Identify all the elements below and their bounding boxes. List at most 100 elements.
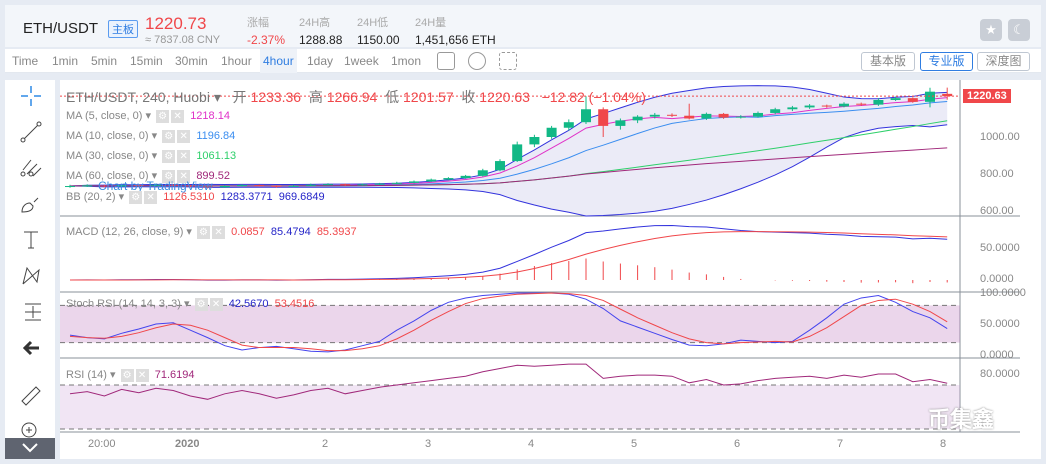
- time-tick: 6: [734, 438, 741, 450]
- watermark: 币集鑫: [928, 407, 995, 432]
- rsi-tick: 80.0000: [980, 368, 1020, 380]
- stat-high: 24H高 1288.88: [299, 17, 343, 47]
- candle-body: [701, 113, 712, 119]
- candle-body: [254, 185, 265, 187]
- candle-body: [529, 137, 540, 145]
- fullscreen-icon[interactable]: [499, 52, 517, 70]
- crosshair-icon[interactable]: [19, 84, 43, 108]
- time-tick: 4: [528, 438, 535, 450]
- chart-canvas[interactable]: [60, 80, 1041, 459]
- macd-signal-line: [69, 231, 948, 281]
- candle-body: [753, 112, 763, 117]
- candle-body: [374, 183, 385, 185]
- candle-body: [495, 161, 505, 171]
- candle-body: [65, 186, 75, 188]
- back-arrow-icon[interactable]: [19, 336, 43, 360]
- legend-ma10: MA (10, close, 0) ▾ ⚙ ✕ 1196.84: [66, 129, 236, 143]
- stoch-tick: 100.0000: [980, 287, 1026, 299]
- interval-1min[interactable]: 1min: [52, 54, 79, 68]
- market-header: ETH/USDT 主板 1220.73 ≈ 7837.08 CNY 涨幅 -2.3…: [5, 5, 1041, 47]
- stoch-d-line: [69, 292, 948, 352]
- candle-body: [667, 114, 677, 116]
- candle-body: [409, 181, 419, 183]
- fib-icon[interactable]: [19, 300, 43, 324]
- candle-body: [443, 178, 454, 180]
- chart-area[interactable]: ETH/USDT, 240, Huobi ▾ 开 1233.36 高 1266.…: [60, 80, 1041, 459]
- star-icon[interactable]: ★: [980, 19, 1002, 41]
- candle-body: [99, 185, 110, 187]
- price-tick: 600.00: [980, 205, 1014, 217]
- depth-chart-button[interactable]: 深度图: [977, 52, 1030, 71]
- time-tick: 20:00: [88, 438, 116, 450]
- stat-volume: 24H量 1,451,656 ETH: [415, 17, 496, 47]
- interval-1mon[interactable]: 1mon: [391, 54, 422, 68]
- interval-4hour[interactable]: 4hour: [260, 49, 297, 73]
- basic-view-button[interactable]: 基本版: [861, 52, 915, 71]
- collapse-chevron-icon[interactable]: [5, 438, 55, 459]
- candle-body: [598, 109, 609, 126]
- tradingview-attribution[interactable]: Chart by TradingView: [98, 179, 213, 193]
- trend-line-icon[interactable]: [19, 120, 43, 144]
- candle-body: [856, 103, 867, 105]
- drawing-toolbar: [5, 80, 55, 459]
- candle-body: [477, 170, 488, 176]
- interval-1day[interactable]: 1day: [307, 54, 334, 68]
- pitchfork-icon[interactable]: [19, 156, 43, 180]
- price-tick: 1000.00: [980, 131, 1020, 143]
- interval-1hour[interactable]: 1hour: [221, 54, 252, 68]
- candle-body: [563, 122, 574, 128]
- candle-body: [271, 185, 282, 187]
- time-tick: 2: [322, 438, 329, 450]
- candle-body: [684, 115, 695, 119]
- candle-body: [202, 186, 213, 188]
- moon-icon[interactable]: ☾: [1008, 19, 1030, 41]
- candle-body: [581, 109, 591, 123]
- ruler-icon[interactable]: [19, 384, 43, 408]
- candle-body: [82, 185, 93, 187]
- brush-icon[interactable]: [19, 192, 43, 216]
- candle-body: [735, 116, 746, 118]
- candle-body: [185, 185, 196, 187]
- candle-body: [305, 184, 316, 186]
- bollinger-band-fill: [70, 85, 948, 217]
- candle-body: [357, 184, 368, 186]
- candle-body: [718, 113, 729, 118]
- candle-body: [890, 98, 901, 100]
- candle-body: [168, 184, 179, 186]
- rsi-line: [69, 363, 948, 400]
- last-price-tag: 1220.63: [963, 89, 1011, 103]
- stoch-band: [60, 305, 960, 343]
- interval-30min[interactable]: 30min: [175, 54, 208, 68]
- zoom-in-icon[interactable]: [19, 420, 43, 444]
- interval-time[interactable]: Time: [12, 54, 39, 68]
- stoch-tick: 0.0000: [980, 349, 1014, 361]
- interval-15min[interactable]: 15min: [130, 54, 163, 68]
- candle-body: [116, 185, 127, 187]
- bb-lower-line: [69, 124, 948, 217]
- macd-tick: 50.0000: [980, 242, 1020, 254]
- legend-ma60: MA (60, close, 0) ▾ ⚙ ✕ 899.52: [66, 169, 230, 183]
- candle-body: [632, 116, 643, 121]
- stoch-k-line: [69, 292, 948, 353]
- pro-view-button[interactable]: 专业版: [920, 52, 973, 71]
- pattern-icon[interactable]: [19, 264, 43, 288]
- legend-ma5: MA (5, close, 0) ▾ ⚙ ✕ 1218.14: [66, 109, 230, 123]
- candle-body: [426, 179, 437, 182]
- board-badge: 主板: [108, 20, 138, 38]
- macd-tick: 0.0000: [980, 273, 1014, 285]
- stat-low: 24H低 1150.00: [357, 17, 400, 47]
- stat-change: 涨幅 -2.37%: [247, 17, 286, 47]
- price-tick: 800.00: [980, 168, 1014, 180]
- candle-body: [512, 144, 523, 162]
- interval-1week[interactable]: 1week: [344, 54, 379, 68]
- indicator-icon[interactable]: [437, 52, 455, 70]
- time-tick: 5: [631, 438, 638, 450]
- candle-body: [546, 127, 557, 137]
- stoch-tick: 50.0000: [980, 318, 1020, 330]
- settings-hexagon-icon[interactable]: [468, 52, 486, 70]
- text-icon[interactable]: [19, 228, 43, 252]
- pair-title: ETH/USDT: [23, 20, 98, 37]
- time-tick: 8: [940, 438, 947, 450]
- interval-5min[interactable]: 5min: [91, 54, 118, 68]
- legend-rsi: RSI (14) ▾ ⚙ ✕ 71.6194: [66, 368, 195, 382]
